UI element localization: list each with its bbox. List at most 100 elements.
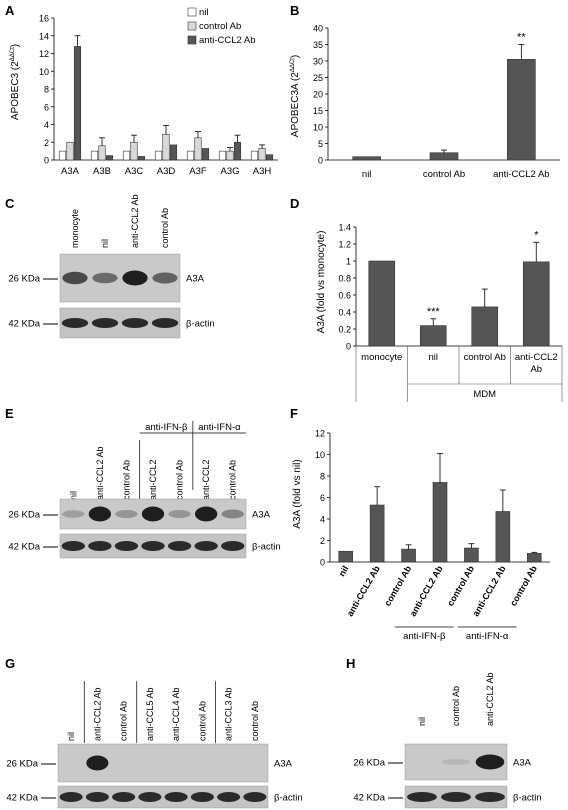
panel-b: B APOBEC3A (2ΔΔCt) 0 5 10 15 20 25 30 35 40 nil co… [290,3,560,180]
f-y-tick-label: 8 [320,472,325,482]
c-actin-band [151,318,179,328]
c-lane-label: nil [100,239,110,248]
a-x-tick-label: A3F [189,166,207,177]
d-group-label: MDM [473,389,496,400]
a-bar [162,133,170,161]
g-actin-band [190,792,214,802]
g-actin-band [85,792,109,802]
panel-letter-h: H [346,656,355,671]
f-x-tick-label: control Ab [445,564,476,608]
c-lane-label: anti-CCL2 Ab [130,194,140,248]
g-band-label: A3A [274,759,293,770]
panel-letter-a: A [5,3,15,18]
b-bar [352,156,381,161]
c-actin-band [61,318,89,328]
h-blot: nil control Ab anti-CCL2 Ab 26 KDa 42 KDa A3A… [353,672,542,809]
f-group-label: anti-IFN-β [403,631,446,642]
e-blot: nil anti-CCL2 Ab control Ab anti-CCL2 contro… [8,421,281,559]
e-a3a-band [221,509,244,519]
f-x-tick-label: control Ab [508,564,539,608]
e-marker-label: 42 KDa [8,542,40,553]
d-x-tick-label: nil [428,352,438,363]
a-legend-label: nil [199,7,209,18]
panel-letter-b: B [290,3,299,18]
f-x-tick-label: anti-CCL2 Ab [408,564,445,619]
f-bar [432,482,448,563]
a-legend-label: control Ab [199,21,241,32]
g-lane-label: anti-CCL3 Ab [224,687,234,741]
d-y-tick-label: 0.6 [338,291,351,301]
f-y-tick-label: 12 [315,429,325,439]
a-y-tick-label: 2 [44,138,49,148]
f-bar [464,547,479,563]
c-actin-band [91,318,119,328]
a-bar [90,150,99,161]
e-a3a-band [62,510,85,518]
e-actin-band [141,541,165,551]
e-marker-label: 26 KDa [8,510,40,521]
g-lane-label: nil [66,732,76,741]
a-y-tick-label: 12 [39,49,49,59]
a-legend-label: anti-CCL2 Ab [199,35,256,46]
h-a3a-band [475,754,505,770]
a-bar [194,137,202,161]
a-legend-swatch [187,21,197,31]
g-actin-band [217,792,241,802]
g-marker-label: 26 KDa [6,759,38,770]
h-actin-band [441,792,471,802]
d-x-tick-label: anti-CCL2 [515,352,558,363]
f-bar [526,553,542,563]
f-y-tick-label: 6 [320,493,325,503]
b-y-tick-label: 20 [313,90,323,100]
f-x-tick-label: anti-CCL2 Ab [345,564,382,619]
d-x-tick-label: monocyte [361,352,402,363]
a-bar [186,150,195,161]
a-bar [98,145,106,161]
panel-h: H nil control Ab anti-CCL2 Ab 26 KDa 42 KDa A… [346,656,542,809]
e-group-label: anti-IFN-α [198,422,241,433]
panel-letter-c: C [5,196,15,211]
f-x-tick-label: anti-CCL2 Ab [471,564,508,619]
a-bar [137,156,146,161]
e-a3a-band [88,506,112,522]
panel-f: F A3A (fold vs nil) 024681012nilanti-CCL… [290,406,550,642]
h-actin-band [475,792,505,802]
b-ylabel: APOBEC3A (2ΔΔCt) [290,55,301,137]
a-ylabel: APOBEC3 (2ΔΔCt) [10,44,21,120]
b-y-tick-label: 15 [313,106,323,116]
c-a3a-band [92,272,118,284]
a-bar [250,150,259,161]
a-y-tick-label: 8 [44,85,49,95]
d-bar [419,325,447,347]
panel-d: D A3A (fold vs monocyte) 0 0.2 0.4 0.6 0.8 1 1… [290,196,563,402]
panel-a: A APOBEC3 (2ΔΔCt) 0 2 4 6 8 10 12 14 16 A3A A3B A3C… [5,3,278,177]
h-a3a-band [441,759,471,765]
f-y-tick-label: 2 [320,536,325,546]
e-group-label: anti-IFN-β [145,422,188,433]
b-y-tick-label: 35 [313,40,323,50]
e-a3a-band [194,506,218,522]
d-y-tick-label: 0.8 [338,274,351,284]
h-lane-label: anti-CCL2 Ab [485,672,495,726]
b-bar [429,152,459,161]
c-actin-band [121,318,149,328]
f-bar [369,504,385,563]
a-bar [258,148,266,161]
h-marker-label: 42 KDa [353,793,385,804]
e-actin-band [61,541,85,551]
d-y-tick-label: 1.2 [338,240,351,250]
g-membrane-actin [57,785,269,809]
d-bar [522,261,550,347]
d-bar [471,306,499,347]
a-bar [226,150,234,161]
e-lane-label: control Ab [121,460,131,500]
b-y-tick-label: 25 [313,73,323,83]
a-x-tick-label: A3B [93,166,111,177]
g-blot: nil anti-CCL2 Ab control Ab anti-CCL5 Ab ant… [6,681,303,809]
a-x-tick-label: A3H [253,166,272,177]
d-x-tick-label: control Ab [464,352,506,363]
e-a3a-band [141,506,165,522]
b-x-tick-label: nil [362,169,372,180]
